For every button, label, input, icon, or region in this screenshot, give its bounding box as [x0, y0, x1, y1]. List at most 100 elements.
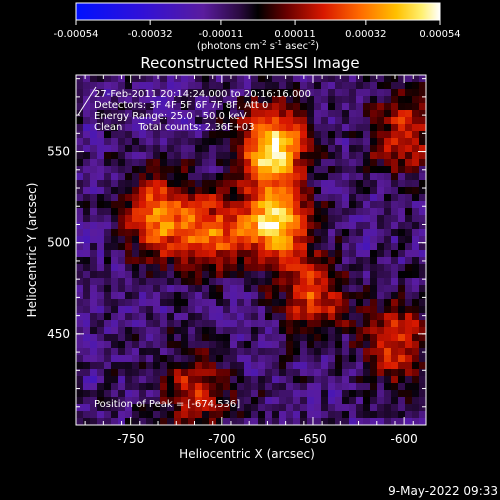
heatmap-cell [314, 75, 322, 83]
heatmap-cell [111, 208, 119, 216]
heatmap-cell [160, 362, 168, 370]
heatmap-cell [321, 145, 329, 153]
heatmap-cell [202, 369, 210, 377]
heatmap-cell [174, 418, 182, 426]
heatmap-cell [195, 103, 203, 111]
heatmap-cell [300, 285, 308, 293]
heatmap-cell [398, 390, 406, 398]
heatmap-cell [363, 194, 371, 202]
heatmap-cell [188, 341, 196, 349]
heatmap-cell [132, 397, 140, 405]
heatmap-cell [286, 103, 294, 111]
heatmap-cell [230, 355, 238, 363]
heatmap-cell [230, 159, 238, 167]
heatmap-cell [223, 250, 231, 258]
heatmap-cell [412, 103, 420, 111]
heatmap-cell [181, 320, 189, 328]
heatmap-cell [139, 145, 147, 153]
heatmap-cell [279, 89, 287, 97]
heatmap-cell [146, 138, 154, 146]
heatmap-cell [216, 320, 224, 328]
heatmap-cell [125, 215, 133, 223]
heatmap-cell [300, 138, 308, 146]
heatmap-cell [216, 173, 224, 181]
heatmap-cell [223, 236, 231, 244]
heatmap-cell [83, 208, 91, 216]
heatmap-cell [356, 152, 364, 160]
heatmap-cell [132, 208, 140, 216]
heatmap-cell [342, 138, 350, 146]
heatmap-cell [321, 82, 329, 90]
heatmap-cell [118, 411, 126, 419]
heatmap-cell [181, 201, 189, 209]
heatmap-cell [209, 117, 217, 125]
heatmap-cell [363, 320, 371, 328]
heatmap-cell [146, 187, 154, 195]
heatmap-cell [279, 222, 287, 230]
heatmap-cell [216, 152, 224, 160]
heatmap-cell [76, 250, 84, 258]
heatmap-cell [111, 194, 119, 202]
heatmap-cell [132, 250, 140, 258]
heatmap-cell [181, 313, 189, 321]
heatmap-cell [209, 348, 217, 356]
heatmap-cell [111, 411, 119, 419]
heatmap-cell [321, 131, 329, 139]
heatmap-cell [195, 236, 203, 244]
heatmap-cell [125, 173, 133, 181]
heatmap-cell [307, 82, 315, 90]
heatmap-cell [111, 355, 119, 363]
heatmap-cell [97, 348, 105, 356]
heatmap-cell [412, 257, 420, 265]
heatmap-cell [293, 383, 301, 391]
heatmap-cell [342, 271, 350, 279]
heatmap-cell [300, 348, 308, 356]
heatmap-cell [328, 327, 336, 335]
heatmap-cell [146, 117, 154, 125]
heatmap-cell [419, 306, 427, 314]
heatmap-cell [377, 173, 385, 181]
heatmap-cell [356, 348, 364, 356]
heatmap-cell [244, 341, 252, 349]
heatmap-cell [181, 166, 189, 174]
heatmap-cell [181, 383, 189, 391]
heatmap-cell [230, 222, 238, 230]
heatmap-cell [293, 320, 301, 328]
heatmap-cell [265, 243, 273, 251]
heatmap-cell [293, 89, 301, 97]
heatmap-cell [167, 355, 175, 363]
heatmap-cell [265, 383, 273, 391]
heatmap-cell [293, 278, 301, 286]
heatmap-cell [293, 145, 301, 153]
heatmap-cell [97, 285, 105, 293]
heatmap-cell [111, 117, 119, 125]
heatmap-cell [293, 313, 301, 321]
heatmap-cell [118, 124, 126, 132]
heatmap-cell [111, 418, 119, 426]
heatmap-cell [391, 362, 399, 370]
heatmap-cell [258, 404, 266, 412]
heatmap-cell [188, 383, 196, 391]
heatmap-cell [132, 355, 140, 363]
heatmap-cell [188, 82, 196, 90]
heatmap-cell [83, 229, 91, 237]
heatmap-cell [265, 187, 273, 195]
heatmap-cell [265, 348, 273, 356]
heatmap-cell [272, 376, 280, 384]
heatmap-cell [265, 299, 273, 307]
heatmap-cell [349, 376, 357, 384]
heatmap-cell [139, 173, 147, 181]
heatmap-cell [230, 173, 238, 181]
heatmap-cell [244, 250, 252, 258]
heatmap-cell [90, 418, 98, 426]
heatmap-cell [300, 103, 308, 111]
heatmap-cell [377, 264, 385, 272]
heatmap-cell [321, 418, 329, 426]
heatmap-cell [230, 404, 238, 412]
heatmap-cell [251, 334, 259, 342]
heatmap-cell [125, 292, 133, 300]
heatmap-cell [97, 362, 105, 370]
heatmap-cell [349, 278, 357, 286]
heatmap-cell [146, 390, 154, 398]
